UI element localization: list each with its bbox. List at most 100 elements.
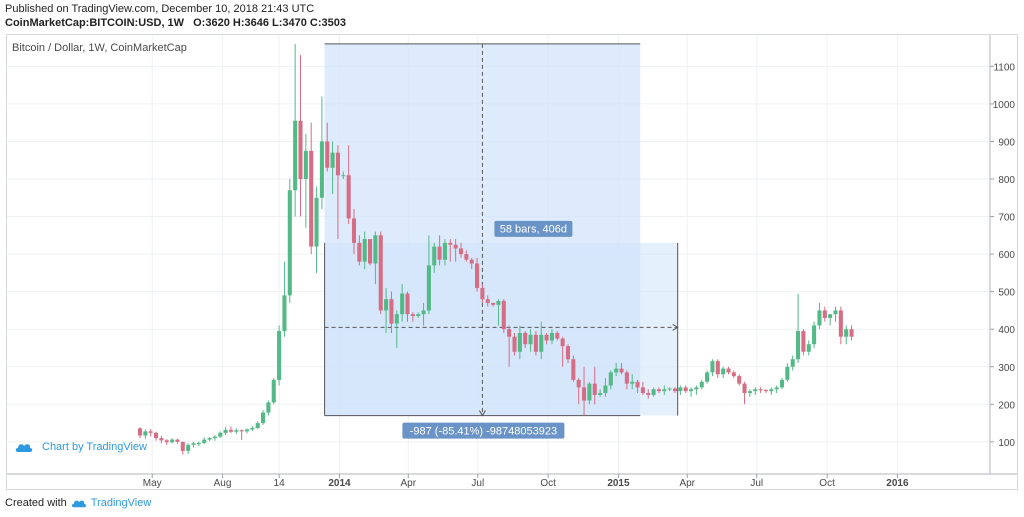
candle-body	[608, 372, 613, 386]
candle-body	[683, 387, 688, 392]
candle-body	[560, 338, 565, 347]
candle-body	[689, 389, 694, 392]
measure-bars-label-bg	[494, 220, 573, 237]
candle-body	[731, 372, 736, 377]
candle-body	[763, 390, 768, 392]
candle-body	[410, 314, 415, 317]
candle-body	[223, 429, 228, 433]
candle-body	[528, 334, 533, 345]
candle-body	[378, 235, 383, 311]
candle-body	[533, 334, 538, 352]
candle-body	[389, 299, 394, 324]
candle-body	[667, 388, 672, 390]
footer: Created with TradingView	[5, 497, 151, 509]
candle-body	[448, 242, 453, 245]
candle-body	[303, 150, 308, 179]
candle-body	[571, 359, 576, 380]
candle-body	[330, 152, 335, 168]
candle-body	[838, 310, 843, 337]
footer-brand[interactable]: TradingView	[90, 497, 152, 509]
candle-body	[164, 440, 169, 443]
candle-body	[351, 218, 357, 243]
candle-body	[143, 431, 148, 436]
y-tick-label: 900	[998, 137, 1015, 148]
candle-body	[384, 299, 389, 311]
candle-body	[512, 336, 517, 352]
candle-body	[191, 443, 196, 445]
candle-body	[565, 346, 571, 360]
candle-body	[293, 120, 298, 191]
candle-body	[555, 332, 560, 339]
candle-body	[646, 393, 651, 395]
candle-body	[282, 295, 287, 332]
measure-tool: 58 bars, 406d -987 (-85.41%) -98748053923	[324, 43, 679, 439]
candle-body	[480, 287, 485, 300]
candle-body	[458, 248, 464, 255]
candle-body	[137, 428, 143, 436]
candle-body	[357, 242, 362, 262]
candle-body	[844, 329, 849, 337]
candle-body	[592, 383, 597, 395]
candle-body	[298, 120, 303, 179]
candle-body	[271, 379, 276, 403]
candle-body	[202, 439, 207, 443]
candle-body	[544, 334, 549, 341]
y-tick-label: 400	[998, 325, 1015, 336]
candle-body	[539, 334, 544, 352]
candle-body	[849, 329, 854, 337]
candle-body	[619, 368, 624, 373]
candle-body	[753, 389, 758, 392]
candle-body	[678, 387, 683, 392]
symbol-header: CoinMarketCap:BITCOIN:USD, 1W O:3620 H:3…	[5, 17, 346, 29]
x-tick-label: Aug	[214, 478, 232, 489]
tradingview-badge[interactable]: Chart by TradingView	[14, 440, 147, 454]
candle-body	[469, 259, 474, 264]
candle-body	[485, 299, 490, 303]
candle-body	[426, 265, 431, 311]
candle-body	[368, 239, 373, 264]
x-tick-label: Jul	[471, 478, 484, 489]
candle-body	[651, 389, 656, 395]
chart-frame[interactable]	[6, 34, 1018, 490]
y-tick-label: 1100	[993, 62, 1015, 73]
x-tick-label: 14	[274, 478, 286, 489]
candle-body	[549, 332, 554, 341]
measure-bars-label: 58 bars, 406d	[500, 223, 567, 235]
x-tick-label: Oct	[540, 478, 556, 489]
candle-body	[614, 368, 619, 373]
y-tick-label: 100	[998, 438, 1015, 449]
measure-arrow-down	[478, 410, 486, 417]
candle-body	[394, 314, 399, 324]
candle-body	[207, 438, 212, 440]
candles	[137, 43, 854, 455]
candle-body	[464, 254, 469, 260]
candle-body	[726, 368, 731, 373]
candle-body	[148, 431, 153, 433]
x-axis: May Aug 14 2014 Apr Jul Oct 2015 Apr Jul Oct 2016	[7, 473, 1017, 489]
x-tick-label: 2015	[607, 478, 630, 489]
measure-change-label: -987 (-85.41%) -98748053923	[410, 426, 557, 438]
candle-body	[672, 388, 678, 392]
candle-body	[785, 366, 790, 380]
candle-body	[437, 246, 442, 260]
candle-body	[180, 441, 185, 451]
candle-body	[662, 389, 667, 392]
tradingview-logo-icon	[71, 500, 86, 508]
candle-body	[710, 361, 715, 373]
candle-body	[822, 310, 827, 318]
symbol-label: CoinMarketCap:BITCOIN:USD, 1W	[5, 17, 185, 29]
candle-body	[405, 293, 410, 315]
candle-body	[496, 301, 501, 305]
candle-body	[244, 429, 250, 432]
candle-body	[624, 372, 629, 384]
candle-body	[576, 379, 581, 388]
x-tick-label: Oct	[819, 478, 835, 489]
candle-body	[501, 301, 506, 330]
candle-body	[640, 387, 645, 394]
candle-body	[694, 387, 699, 390]
y-tick-label: 800	[998, 175, 1015, 186]
candle-body	[774, 387, 779, 390]
candle-body	[261, 412, 266, 424]
y-tick-label: 200	[998, 400, 1015, 411]
